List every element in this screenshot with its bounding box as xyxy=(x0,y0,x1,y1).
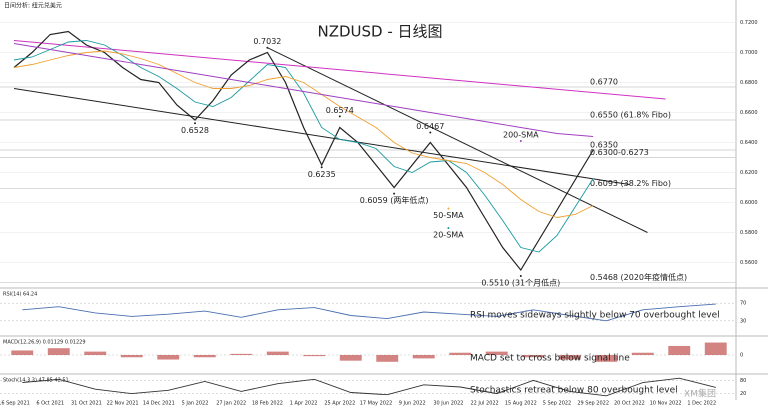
x-tick-label: 30 Jun 2022 xyxy=(433,401,463,407)
annotation-point xyxy=(519,140,522,142)
y-tick-label: 0.7000 xyxy=(740,50,758,56)
level-label: 0.5468 (2020年疫情低点) xyxy=(590,272,687,282)
histogram-bar xyxy=(193,355,216,358)
y-tick-label: 0.5800 xyxy=(740,230,758,236)
histogram-bar xyxy=(412,355,435,359)
annotation: 50-SMA xyxy=(433,211,464,220)
x-tick-label: 27 Jan 2022 xyxy=(216,401,246,407)
x-tick-label: 16 Sep 2021 xyxy=(0,401,30,407)
panel-title: MACD(12,26,9) 0.01129 0.01229 xyxy=(3,340,86,346)
annotation-point xyxy=(447,227,450,229)
x-tick-label: 20 Oct 2022 xyxy=(614,401,645,407)
annotation: 0.6574 xyxy=(326,106,354,115)
x-tick-label: 14 Dec 2021 xyxy=(143,401,175,407)
annotation: 0.6528 xyxy=(181,126,209,135)
histogram-bar xyxy=(11,350,34,355)
y-tick-label: 0.6800 xyxy=(740,80,758,86)
annotation-point xyxy=(266,46,269,49)
chart-title: NZDUSD - 日线图 xyxy=(317,23,442,41)
y-tick-label: 0 xyxy=(740,353,743,359)
annotation: 0.5510 (31个月低点) xyxy=(481,278,560,288)
series-line xyxy=(13,30,594,272)
x-tick-label: 1 Apr 2022 xyxy=(290,401,318,407)
x-tick-label: 15 Aug 2022 xyxy=(505,401,537,407)
histogram-bar xyxy=(595,355,618,362)
level-label: 0.6300-0.6273 xyxy=(590,148,649,157)
x-tick-label: 22 Jul 2022 xyxy=(470,401,498,407)
level-label: 0.6770 xyxy=(590,78,618,87)
histogram-bar xyxy=(303,355,326,357)
histogram-bar xyxy=(376,355,399,362)
level-label: 0.6350 xyxy=(590,141,618,150)
y-tick-label: 30 xyxy=(740,318,746,324)
level-label: 0.6093 (38.2% Fibo) xyxy=(590,179,671,188)
series-line xyxy=(13,50,594,218)
panel-note: Stochastics retreat below 80 overbought … xyxy=(470,386,678,396)
y-tick-label: 70 xyxy=(740,301,746,307)
subtitle: 日间分析: 纽元兑美元 xyxy=(4,2,62,10)
series-line xyxy=(22,303,716,322)
y-tick-label: 20 xyxy=(740,391,746,397)
trendline xyxy=(267,47,648,233)
histogram-bar xyxy=(230,353,253,355)
x-tick-label: 5 Jan 2022 xyxy=(182,401,209,407)
y-tick-label: 0.6000 xyxy=(740,200,758,206)
panel-title: Stoch(14,3,3) 47.85 42.51 xyxy=(3,378,69,384)
series-line xyxy=(22,377,716,397)
annotation: 20-SMA xyxy=(433,231,464,240)
x-tick-label: 1 Dec 2022 xyxy=(687,401,716,407)
histogram-bar xyxy=(668,345,691,355)
annotation: 0.6059 (两年低点) xyxy=(360,195,429,205)
y-tick-label: 80 xyxy=(740,378,746,384)
annotation-point xyxy=(338,115,341,118)
series-line xyxy=(13,40,594,253)
trendline xyxy=(13,40,666,100)
panel-note: RSI moves sideways slightly below 70 ove… xyxy=(470,311,720,321)
histogram-bar xyxy=(157,355,180,360)
histogram-bar xyxy=(266,351,289,355)
annotation-point xyxy=(519,275,522,277)
x-tick-label: 29 Sep 2022 xyxy=(577,401,609,407)
x-tick-label: 5 Sep 2022 xyxy=(543,401,572,407)
histogram-bar xyxy=(485,351,508,355)
panel-title: RSI(14) 64.24 xyxy=(3,292,37,298)
x-tick-label: 18 Feb 2022 xyxy=(252,401,283,407)
annotation-point xyxy=(429,131,432,134)
annotation: 0.7032 xyxy=(253,37,281,46)
level-label: 0.6550 (61.8% Fibo) xyxy=(590,111,671,120)
histogram-bar xyxy=(631,352,654,355)
annotation: 0.6467 xyxy=(416,122,444,131)
x-tick-label: 22 Nov 2021 xyxy=(107,401,139,407)
histogram-bar xyxy=(120,355,143,358)
histogram-bar xyxy=(522,355,545,358)
annotation-point xyxy=(320,166,323,169)
histogram-bar xyxy=(558,355,581,360)
x-tick-label: 25 Apr 2022 xyxy=(324,401,355,407)
histogram-bar xyxy=(704,342,727,355)
y-tick-label: 0.6200 xyxy=(740,170,758,176)
x-tick-label: 31 Oct 2021 xyxy=(71,401,102,407)
y-tick-label: 0.6600 xyxy=(740,110,758,116)
y-tick-label: 0.5600 xyxy=(740,260,758,266)
trendline xyxy=(13,88,630,185)
histogram-bar xyxy=(47,348,70,355)
annotation-point xyxy=(393,192,396,195)
series-line xyxy=(13,43,594,137)
annotation-point xyxy=(194,122,196,125)
histogram-bar xyxy=(449,352,472,355)
annotation: 0.6235 xyxy=(308,170,336,179)
x-tick-label: 17 May 2022 xyxy=(360,401,393,407)
histogram-bar xyxy=(84,351,107,355)
y-tick-label: 0.7200 xyxy=(740,20,758,26)
panel-note: MACD set to cross below signal line xyxy=(470,354,630,364)
x-tick-label: 9 Jun 2022 xyxy=(399,401,426,407)
histogram-bar xyxy=(339,355,362,361)
annotation: 200-SMA xyxy=(503,131,539,140)
x-tick-label: 6 Oct 2021 xyxy=(36,401,64,407)
x-tick-label: 10 Nov 2022 xyxy=(650,401,682,407)
annotation-point xyxy=(447,207,450,210)
y-tick-label: 0.6400 xyxy=(740,140,758,146)
